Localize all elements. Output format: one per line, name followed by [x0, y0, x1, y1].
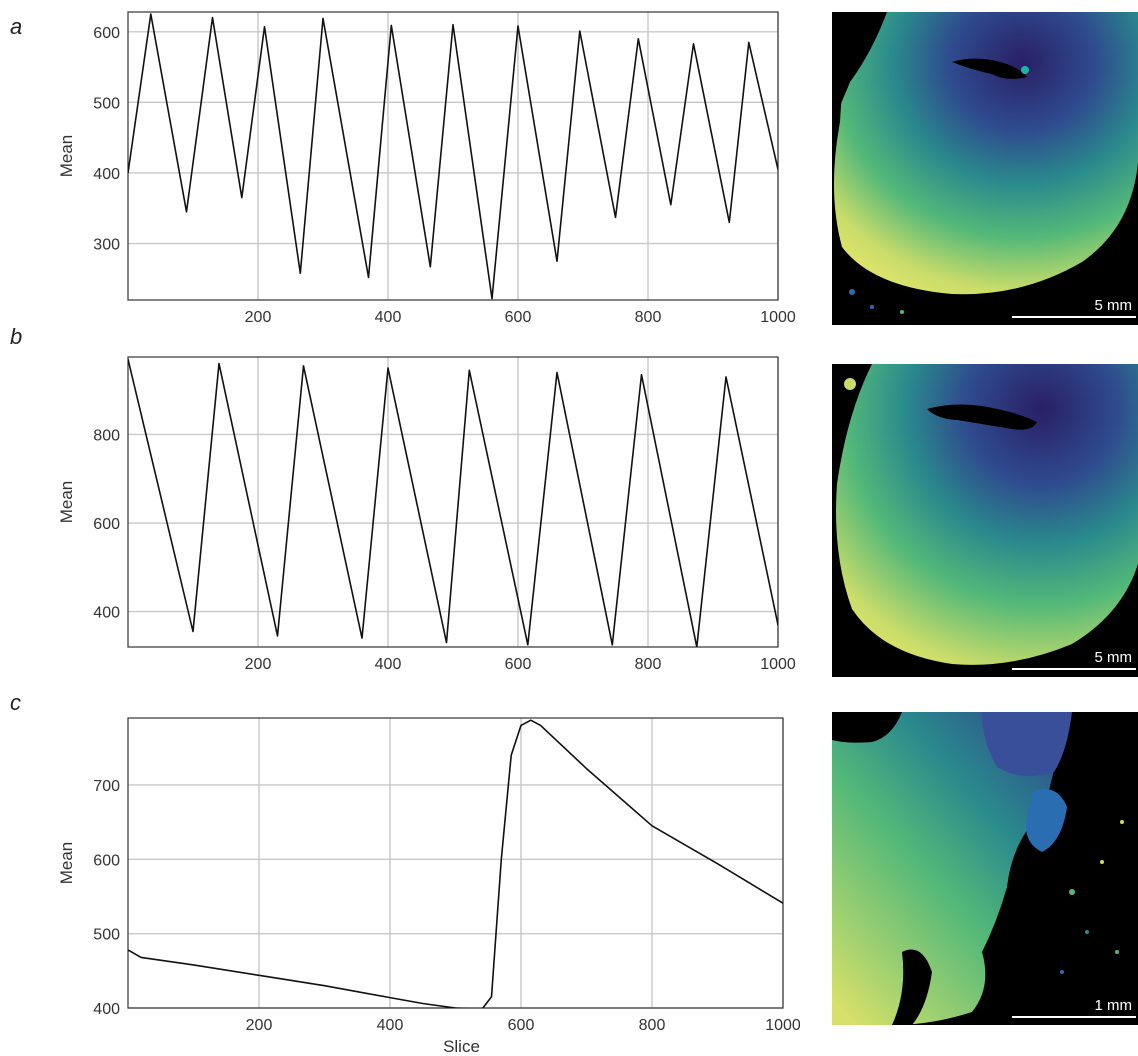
y-axis-title: Mean — [57, 842, 76, 885]
y-axis-title: Mean — [57, 135, 76, 178]
y-tick-label: 500 — [93, 927, 120, 944]
x-axis-title: Slice — [443, 1037, 480, 1056]
plot-frame — [127, 11, 779, 301]
x-tick-label: 600 — [505, 309, 532, 326]
y-tick-label: 300 — [93, 237, 120, 254]
panel-letter-a: a — [10, 14, 23, 39]
x-tick-label: 400 — [377, 1017, 404, 1034]
y-tick-label: 400 — [93, 605, 120, 622]
plot-frame — [127, 356, 779, 648]
series-line-b — [128, 359, 778, 647]
line-charts: 200 400 600 800 1000 300 400 500 600 Mean 200 400 60… — [57, 11, 800, 1056]
scalebar-label-c: 1 mm — [1095, 997, 1133, 1014]
scalebar-label-b: 5 mm — [1095, 649, 1133, 666]
x-tick-label: 200 — [245, 656, 272, 673]
series-line-a — [128, 13, 778, 300]
chart-b: 200 400 600 800 1000 400 600 800 Mean — [57, 356, 796, 673]
x-tick-label: 200 — [245, 309, 272, 326]
x-tick-label: 400 — [375, 656, 402, 673]
x-tick-label: 600 — [508, 1017, 535, 1034]
x-tick-label: 800 — [635, 309, 662, 326]
x-tick-label: 1000 — [765, 1017, 800, 1034]
x-tick-label: 1000 — [760, 656, 796, 673]
phase-map-b: 5 mm — [832, 364, 1138, 677]
chart-c: 200 400 600 800 1000 400 500 600 700 Mean Slice — [57, 717, 800, 1056]
x-tick-label: 200 — [246, 1017, 273, 1034]
scalebar-label-a: 5 mm — [1095, 297, 1133, 314]
x-tick-label: 1000 — [760, 309, 796, 326]
y-tick-label: 400 — [93, 1001, 120, 1018]
y-tick-label: 500 — [93, 95, 120, 112]
y-tick-label: 600 — [93, 516, 120, 533]
series-line-c — [128, 719, 783, 1008]
x-tick-label: 800 — [639, 1017, 666, 1034]
chart-a: 200 400 600 800 1000 300 400 500 600 Mean — [57, 11, 796, 326]
plot-frame — [127, 717, 784, 1009]
phase-map-c: 1 mm — [832, 712, 1138, 1025]
x-tick-label: 600 — [505, 656, 532, 673]
panel-letter-b: b — [10, 324, 23, 349]
y-tick-label: 600 — [93, 852, 120, 869]
y-tick-label: 800 — [93, 427, 120, 444]
phase-map-a: 5 mm — [832, 12, 1138, 325]
y-tick-label: 700 — [93, 778, 120, 795]
y-tick-label: 400 — [93, 166, 120, 183]
y-tick-label: 600 — [93, 25, 120, 42]
panel-letter-c: c — [10, 690, 21, 715]
x-tick-label: 400 — [375, 309, 402, 326]
x-tick-label: 800 — [635, 656, 662, 673]
y-axis-title: Mean — [57, 481, 76, 524]
